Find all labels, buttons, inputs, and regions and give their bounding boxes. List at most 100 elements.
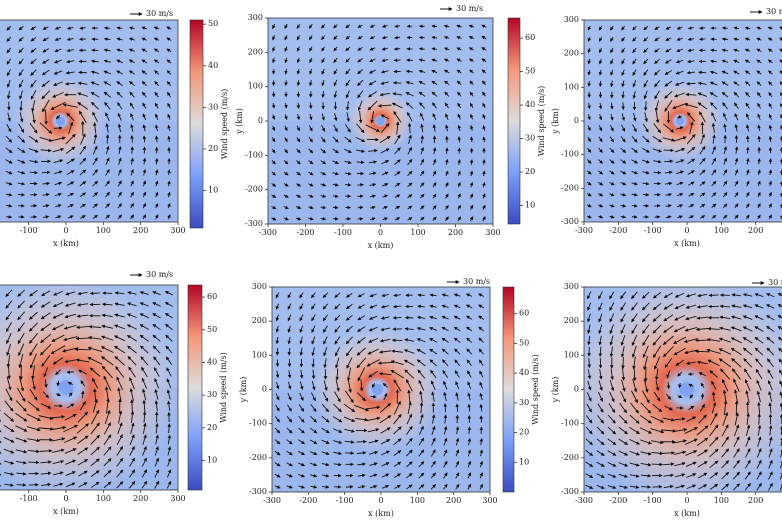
wind-vector <box>105 145 110 155</box>
wind-vector <box>309 125 313 132</box>
wind-vector <box>105 112 110 122</box>
wind-vector <box>643 26 649 31</box>
wind-vector <box>92 169 98 176</box>
wind-vector <box>432 193 437 199</box>
wind-vector <box>30 58 37 65</box>
wind-vector <box>104 101 111 110</box>
wind-vector <box>621 69 625 76</box>
wind-vector <box>445 113 449 120</box>
wind-vector <box>66 170 75 175</box>
wind-vector <box>128 26 135 30</box>
wind-vector <box>92 145 98 155</box>
wind-vector <box>697 81 707 86</box>
wind-vector <box>6 90 11 100</box>
wind-vector <box>54 59 62 64</box>
wind-vector <box>469 58 474 63</box>
colorbar-tick-label: 30 <box>525 134 535 143</box>
wind-vector <box>699 157 706 165</box>
wind-vector <box>432 102 437 109</box>
wind-vector <box>154 81 160 87</box>
wind-vector <box>321 113 325 121</box>
wind-vector <box>642 147 650 153</box>
wind-vector <box>598 181 604 186</box>
wind-vector <box>757 413 762 425</box>
wind-vector <box>296 160 301 165</box>
wind-vector <box>654 100 659 112</box>
wind-vector <box>734 203 739 209</box>
wind-vector <box>66 158 75 165</box>
x-axis-label: x (km) <box>674 509 700 518</box>
y-tick-label: 0 <box>262 385 267 394</box>
wind-vector <box>631 181 638 186</box>
eye <box>58 380 74 395</box>
wind-vector <box>674 147 686 153</box>
wind-vector <box>41 90 51 100</box>
wind-vector <box>355 136 366 143</box>
wind-vector <box>632 36 637 42</box>
wind-vector <box>469 181 474 188</box>
wind-vector <box>154 91 159 98</box>
wind-vector <box>677 215 683 219</box>
wind-vector <box>166 26 172 30</box>
wind-vector <box>67 215 74 219</box>
wind-vector <box>482 216 486 222</box>
wind-vector <box>444 80 450 86</box>
wind-vector <box>130 123 134 132</box>
wind-vector <box>393 58 401 63</box>
wind-vector <box>130 168 134 176</box>
wind-vector <box>369 194 376 198</box>
wind-vector <box>30 215 37 219</box>
wind-vector <box>443 24 450 29</box>
wind-vector <box>610 25 614 31</box>
wind-vector <box>308 23 313 29</box>
wind-vector <box>357 217 364 221</box>
wind-vector <box>370 217 376 221</box>
wind-vector <box>29 159 39 164</box>
wind-vector <box>130 180 134 187</box>
x-tick-label: -300 <box>575 496 593 505</box>
wind-vector <box>142 135 147 143</box>
wind-vector <box>734 214 739 220</box>
x-tick-label: 100 <box>96 494 111 503</box>
wind-vector <box>481 35 487 40</box>
wind-vector <box>631 192 638 197</box>
x-tick-label: 200 <box>446 496 461 505</box>
wind-vector <box>5 159 13 164</box>
wind-vector <box>721 59 729 64</box>
y-tick-label: 0 <box>258 116 263 125</box>
colorbar-label: Wind speed (m/s) <box>537 86 546 156</box>
wind-vector <box>709 92 718 98</box>
wind-vector <box>699 215 706 219</box>
wind-vector <box>283 183 289 187</box>
wind-vector <box>320 160 327 165</box>
wind-vector <box>723 157 727 165</box>
wind-vector <box>284 114 288 120</box>
wind-vector <box>142 157 147 165</box>
wind-vector <box>420 135 425 144</box>
wind-vector <box>142 202 147 209</box>
wind-vector <box>368 69 376 74</box>
wind-vector <box>598 170 604 175</box>
wind-vector <box>284 148 288 154</box>
wind-vector <box>128 37 135 41</box>
wind-vector <box>631 215 638 219</box>
wind-vector <box>687 37 695 41</box>
wind-vector <box>357 100 363 112</box>
wind-vector <box>332 205 339 210</box>
wind-vector <box>284 57 288 64</box>
wind-vector <box>394 134 401 145</box>
wind-vector <box>443 35 450 40</box>
wind-vector <box>18 79 24 88</box>
wind-vector <box>368 91 377 98</box>
wind-vector <box>308 35 313 41</box>
colorbar-tick-label: 20 <box>525 167 535 176</box>
wind-vector <box>272 23 276 30</box>
wind-vector <box>407 205 413 210</box>
wind-vector <box>66 112 75 122</box>
wind-vector <box>308 102 313 110</box>
wind-vector <box>17 135 26 143</box>
y-tick-label: 100 <box>564 350 579 359</box>
x-axis-label: x (km) <box>53 239 79 248</box>
wind-vector <box>407 122 412 134</box>
wind-vector <box>431 80 438 85</box>
